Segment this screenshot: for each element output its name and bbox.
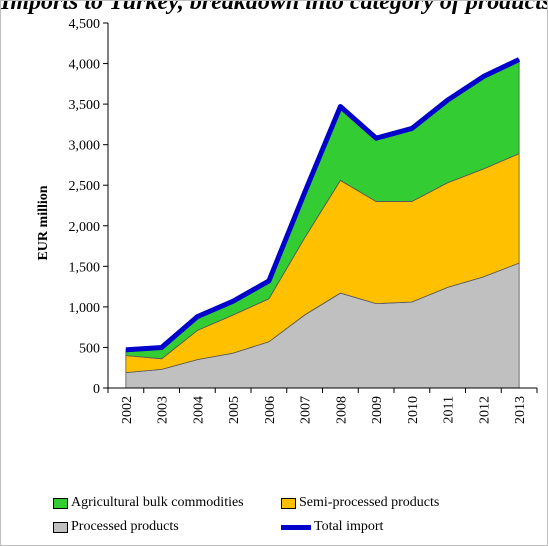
- x-tick-label: 2006: [263, 396, 278, 424]
- legend-swatch: [281, 497, 296, 509]
- x-tick-label: 2008: [334, 396, 349, 424]
- legend-swatch: [281, 524, 311, 530]
- x-tick-label: 2002: [120, 396, 135, 424]
- x-tick-label: 2004: [191, 396, 206, 424]
- legend-item-processed-products: Processed products: [53, 519, 179, 535]
- legend-item-total-import: Total import: [281, 519, 383, 535]
- y-tick-label: 500: [79, 341, 100, 356]
- chart-plot: 0 500 1,000 1,500 2,000 2,500 3,000 3,500 4,000 4…: [36, 17, 538, 424]
- y-tick-label: 0: [93, 382, 100, 397]
- legend-label: Total import: [314, 519, 384, 534]
- y-tick-label: 1,500: [69, 260, 101, 275]
- legend-swatch: [53, 497, 68, 509]
- legend-label: Agricultural bulk commodities: [71, 495, 244, 510]
- y-tick-label: 1,000: [69, 301, 101, 316]
- x-tick-label: 2003: [156, 396, 171, 424]
- x-tick-label: 2010: [406, 396, 421, 424]
- legend-label: Processed products: [71, 519, 179, 534]
- y-tick-label: 2,500: [69, 179, 101, 194]
- legend-label: Semi-processed products: [299, 495, 440, 510]
- y-axis-label: EUR million: [36, 185, 51, 260]
- y-tick-label: 3,500: [69, 98, 101, 113]
- y-tick-label: 2,000: [69, 220, 101, 235]
- x-tick-label: 2013: [513, 396, 528, 424]
- x-tick-label: 2007: [299, 396, 314, 424]
- line-layer: [125, 57, 521, 353]
- legend-item-semi-processed-products: Semi-processed products: [281, 495, 439, 511]
- y-tick-label: 3,000: [69, 139, 101, 154]
- legend-swatch: [53, 521, 68, 533]
- x-tick-label: 2005: [227, 396, 242, 424]
- axes-layer: 0 500 1,000 1,500 2,000 2,500 3,000 3,500 4,000 4…: [69, 17, 538, 424]
- x-tick-label: 2012: [477, 396, 492, 424]
- legend-item-agricultural-bulk-commodities: Agricultural bulk commodities: [53, 495, 244, 511]
- x-tick-label: 2011: [442, 396, 457, 423]
- y-tick-label: 4,000: [69, 58, 101, 73]
- x-tick-label: 2009: [370, 396, 385, 424]
- area-layer: [125, 58, 520, 389]
- y-tick-label: 4,500: [69, 17, 101, 32]
- chart-title-text: Imports to Turkey, breakdown into catego…: [1, 0, 548, 15]
- line-total-import: [125, 57, 521, 353]
- chart-title: Imports to Turkey, breakdown into catego…: [1, 0, 548, 16]
